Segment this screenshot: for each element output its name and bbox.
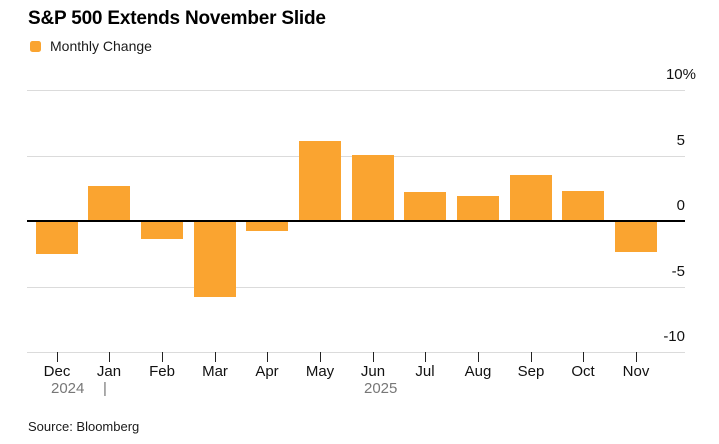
x-axis-label-jul: Jul	[415, 363, 435, 380]
bar-oct	[562, 191, 604, 221]
x-axis-label-feb: Feb	[149, 363, 175, 380]
bar-dec	[36, 221, 78, 254]
legend-swatch-icon	[30, 40, 41, 52]
y-axis-label: 10%	[665, 66, 696, 83]
legend: Monthly Change	[30, 38, 152, 54]
x-axis-tick	[109, 352, 110, 362]
x-axis-tick	[267, 352, 268, 362]
bar-aug	[457, 196, 499, 221]
bar-apr	[246, 221, 288, 231]
x-axis-tick	[373, 352, 374, 362]
x-axis-tick	[478, 352, 479, 362]
y-axis-label: 5	[676, 132, 685, 149]
gridline	[27, 352, 685, 353]
bar-jan	[88, 186, 130, 221]
bar-jul	[404, 192, 446, 221]
bar-sep	[510, 175, 552, 221]
bar-jun	[352, 155, 394, 221]
x-axis-label-oct: Oct	[571, 363, 595, 380]
x-axis-tick	[636, 352, 637, 362]
x-axis-tick	[425, 352, 426, 362]
gridline	[27, 287, 685, 288]
bar-mar	[194, 221, 236, 297]
year-divider: |	[103, 380, 107, 397]
x-axis-label-may: May	[305, 363, 335, 380]
x-axis-tick	[583, 352, 584, 362]
x-axis-tick	[215, 352, 216, 362]
bar-nov	[615, 221, 657, 252]
y-axis-label: -5	[671, 263, 685, 280]
x-axis-label-mar: Mar	[202, 363, 228, 380]
x-axis-label-nov: Nov	[622, 363, 650, 380]
x-axis-tick	[320, 352, 321, 362]
x-axis-label-jun: Jun	[360, 363, 386, 380]
x-axis-tick	[531, 352, 532, 362]
x-axis-tick	[57, 352, 58, 362]
source-caption: Source: Bloomberg	[28, 419, 140, 434]
bar-may	[299, 141, 341, 221]
y-axis-label: -10	[663, 328, 685, 345]
x-axis-label-apr: Apr	[255, 363, 279, 380]
x-axis-label-jan: Jan	[96, 363, 122, 380]
zero-axis-line	[27, 220, 685, 222]
x-axis-label-dec: Dec	[43, 363, 71, 380]
gridline	[27, 90, 685, 91]
page-title: S&P 500 Extends November Slide	[28, 8, 326, 29]
bar-feb	[141, 221, 183, 239]
x-axis-label-sep: Sep	[517, 363, 545, 380]
year-label-2025: 2025	[364, 380, 398, 397]
year-label-2024: 2024	[51, 380, 85, 397]
y-axis-label: 0	[676, 197, 685, 214]
x-axis-label-aug: Aug	[464, 363, 492, 380]
legend-label: Monthly Change	[50, 38, 152, 54]
x-axis-tick	[162, 352, 163, 362]
